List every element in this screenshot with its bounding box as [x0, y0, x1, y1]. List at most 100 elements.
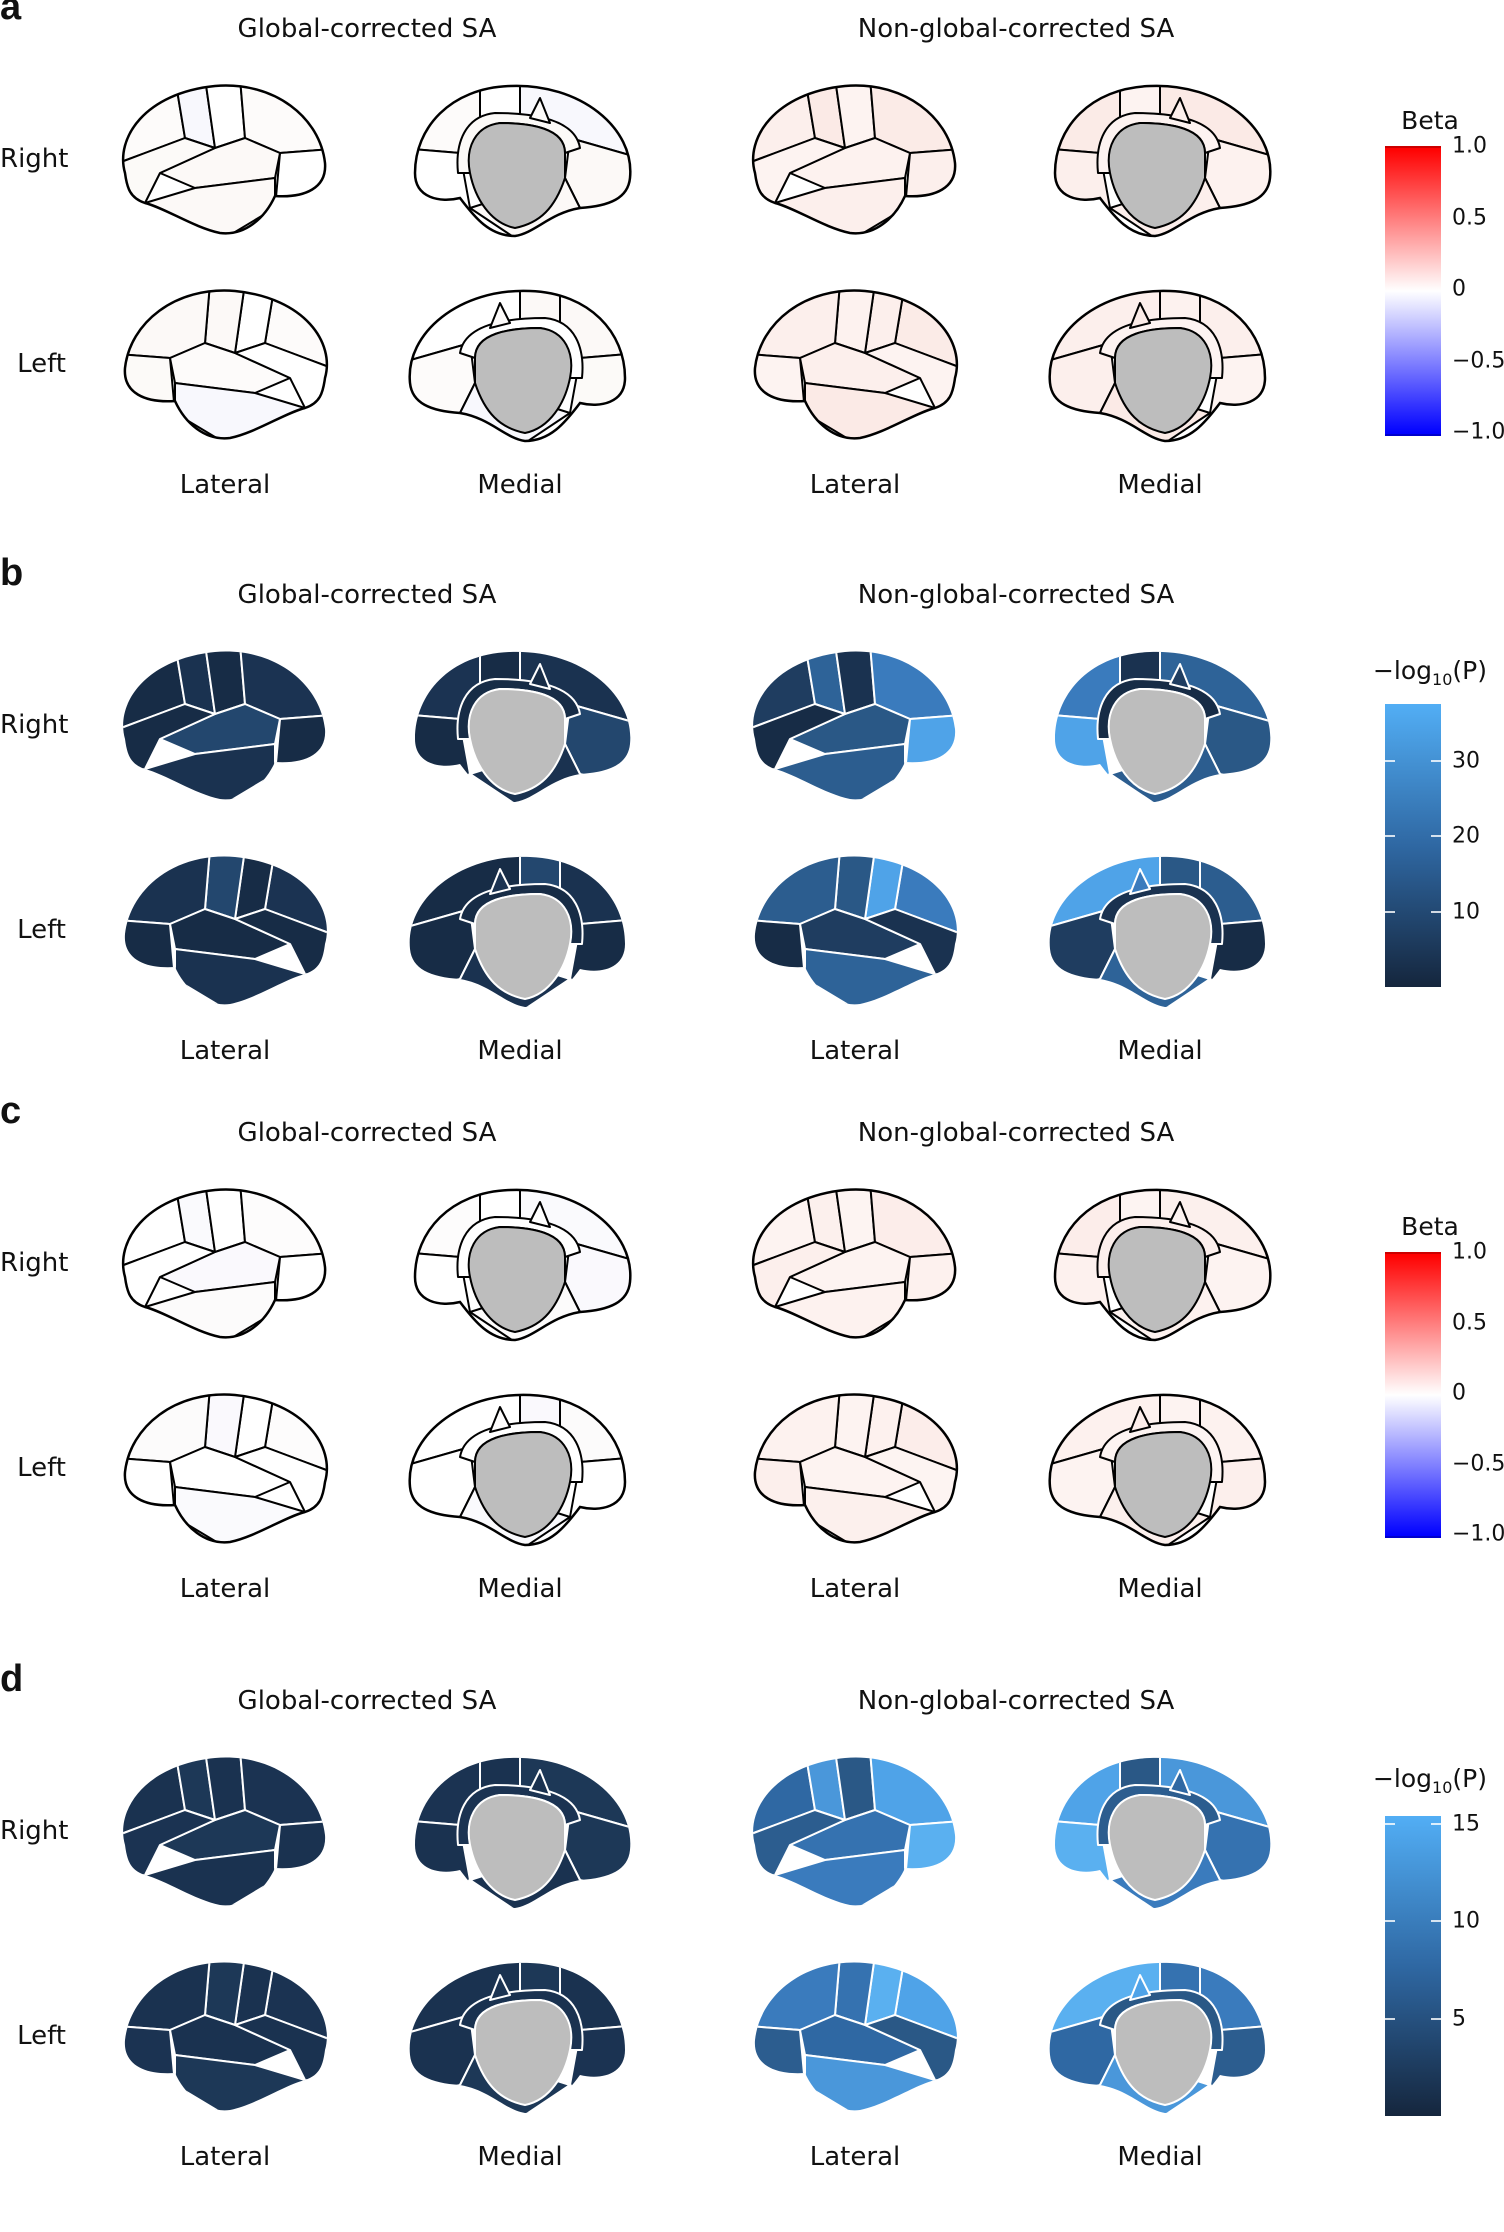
column-title: Global-corrected SA	[237, 14, 497, 44]
cortical-region	[754, 2024, 806, 2111]
row-label: Right	[0, 710, 69, 740]
cortical-region	[529, 663, 551, 690]
cortical-region	[174, 2054, 306, 2111]
cortical-region	[864, 1446, 957, 1518]
cortical-region	[864, 2014, 957, 2086]
colorbar-tick-mark	[1431, 835, 1441, 838]
column-title: Non-global-corrected SA	[857, 14, 1175, 44]
cortical-region	[1169, 97, 1191, 124]
brain-right-medial	[1055, 651, 1271, 803]
colorbar-tick-mark	[1431, 910, 1441, 913]
cortical-region	[144, 1849, 276, 1906]
cortical-region	[274, 1251, 326, 1338]
colorbar-tick-mark	[1431, 2017, 1441, 2020]
cortical-region	[123, 1809, 216, 1881]
view-label: Medial	[1117, 1574, 1203, 1604]
subcortical-mask	[474, 1430, 573, 1539]
view-label: Medial	[477, 1574, 563, 1604]
cortical-region	[753, 703, 846, 775]
brain-right-medial	[415, 651, 631, 803]
view-label: Lateral	[809, 1036, 901, 1066]
brain-right-lateral	[751, 84, 957, 235]
colorbar-tick-label: −1.0	[1452, 1521, 1504, 1547]
colorbar-tick-label: 15	[1452, 1811, 1480, 1837]
cortical-region	[529, 1201, 551, 1228]
view-label: Lateral	[179, 1036, 271, 1066]
panel-c: c Global-corrected SA Non-global-corrected…	[0, 1090, 1504, 1664]
colorbar-tick-mark	[1385, 2017, 1395, 2020]
cortical-region	[144, 743, 276, 800]
cortical-region	[1169, 1769, 1191, 1796]
cortical-region	[234, 908, 327, 980]
subcortical-mask	[474, 1998, 573, 2107]
view-label: Medial	[1117, 470, 1203, 500]
brain-right-lateral	[751, 1188, 957, 1339]
row-label: Right	[0, 144, 69, 174]
colorbar-tick-label: −0.5	[1452, 1451, 1504, 1476]
cortical-region	[864, 342, 957, 414]
brain-left-lateral	[753, 289, 959, 440]
colorbar	[1385, 1816, 1441, 2116]
colorbar-tick-label: 10	[1452, 1908, 1480, 1934]
subcortical-mask	[1107, 1793, 1206, 1902]
brain-left-medial	[408, 289, 627, 443]
view-label: Lateral	[179, 2142, 271, 2172]
colorbar-tick-label: 30	[1452, 748, 1480, 774]
subcortical-mask	[1114, 1998, 1213, 2107]
cortical-region	[234, 2014, 327, 2086]
brain-left-medial	[408, 1393, 627, 1547]
colorbar-tick-label: 5	[1452, 2006, 1466, 2032]
cortical-region	[123, 703, 216, 775]
brain-right-medial	[1053, 84, 1272, 238]
brain-left-lateral	[753, 1393, 959, 1544]
cortical-region	[489, 1406, 511, 1433]
subcortical-mask	[1114, 1430, 1213, 1539]
subcortical-mask	[1107, 687, 1206, 796]
cortical-region	[904, 1251, 956, 1338]
row-label: Left	[17, 915, 66, 945]
subcortical-mask	[1107, 121, 1206, 230]
brain-left-medial	[409, 1962, 625, 2114]
view-label: Medial	[477, 470, 563, 500]
brain-right-medial	[413, 1188, 632, 1342]
cortical-region	[1129, 1406, 1151, 1433]
colorbar-title: −log10(P)	[1370, 656, 1490, 689]
colorbar-title: −log10(P)	[1370, 1764, 1490, 1797]
panel-label: b	[0, 552, 24, 594]
column-title: Global-corrected SA	[237, 580, 497, 610]
cortical-region	[904, 147, 956, 234]
view-label: Lateral	[809, 2142, 901, 2172]
view-label: Lateral	[179, 1574, 271, 1604]
brain-right-medial	[415, 1757, 631, 1909]
cortical-region	[124, 2024, 176, 2111]
title-text: (P)	[1452, 1764, 1487, 1793]
colorbar-tick-mark	[1431, 1920, 1441, 1923]
cortical-region	[753, 1241, 846, 1313]
cortical-region	[489, 1974, 511, 2001]
subcortical-mask	[1107, 1225, 1206, 1334]
cortical-region	[274, 713, 326, 800]
subcortical-mask	[1114, 326, 1213, 435]
cortical-region	[274, 1819, 326, 1906]
brain-left-lateral	[123, 289, 329, 440]
cortical-region	[529, 97, 551, 124]
colorbar-tick-mark	[1385, 1822, 1395, 1825]
brain-left-medial	[409, 856, 625, 1008]
colorbar-title: Beta	[1401, 1212, 1459, 1241]
panel-label: d	[0, 1658, 24, 1700]
cortical-region	[1169, 1201, 1191, 1228]
cortical-region	[754, 352, 806, 439]
brain-right-lateral	[123, 1757, 326, 1906]
cortical-region	[754, 1456, 806, 1543]
cortical-region	[1169, 663, 1191, 690]
cortical-region	[274, 147, 326, 234]
cortical-region	[1129, 302, 1151, 329]
colorbar-tick-mark	[1385, 835, 1395, 838]
colorbar-tick-mark	[1385, 1920, 1395, 1923]
colorbar-tick-label: 0	[1452, 276, 1466, 302]
cortical-region	[1129, 1974, 1151, 2001]
cortical-region	[124, 918, 176, 1005]
brain-right-lateral	[121, 1188, 327, 1339]
view-label: Medial	[477, 2142, 563, 2172]
cortical-region	[124, 1456, 176, 1543]
